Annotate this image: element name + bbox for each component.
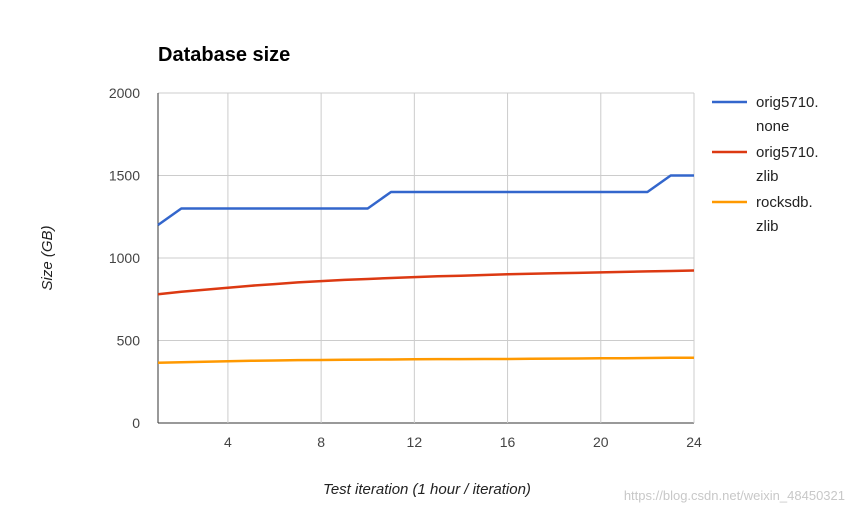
y-axis-title: Size (GB) <box>39 225 56 290</box>
x-tick-label: 20 <box>593 434 609 450</box>
x-tick-label: 4 <box>224 434 232 450</box>
x-tick-label: 16 <box>500 434 516 450</box>
legend-label: zlib <box>756 218 779 235</box>
legend-label: rocksdb. <box>756 194 813 211</box>
y-tick-labels: 0 500 1000 1500 2000 <box>109 85 140 431</box>
y-tick-label: 500 <box>117 333 141 349</box>
series-line-0 <box>157 174 694 227</box>
series-line-2 <box>157 356 695 365</box>
legend-label: zlib <box>756 168 779 185</box>
x-tick-label: 8 <box>317 434 325 450</box>
legend: orig5710. none orig5710. zlib rocksdb. zlib <box>712 94 819 235</box>
series-lines <box>157 174 695 365</box>
legend-label: orig5710. <box>756 144 819 161</box>
x-tick-label: 12 <box>407 434 423 450</box>
y-tick-label: 1500 <box>109 168 140 184</box>
grid-lines <box>157 92 695 424</box>
y-tick-label: 0 <box>132 415 140 431</box>
x-tick-label: 24 <box>686 434 702 450</box>
y-tick-label: 2000 <box>109 85 140 101</box>
legend-label: none <box>756 118 789 135</box>
watermark-text: https://blog.csdn.net/weixin_48450321 <box>624 488 845 503</box>
y-tick-label: 1000 <box>109 250 140 266</box>
legend-label: orig5710. <box>756 94 819 111</box>
x-axis-title: Test iteration (1 hour / iteration) <box>323 481 531 498</box>
x-tick-labels: 4 8 12 16 20 24 <box>224 434 702 450</box>
chart-title: Database size <box>158 44 290 66</box>
series-line-1 <box>157 269 695 296</box>
